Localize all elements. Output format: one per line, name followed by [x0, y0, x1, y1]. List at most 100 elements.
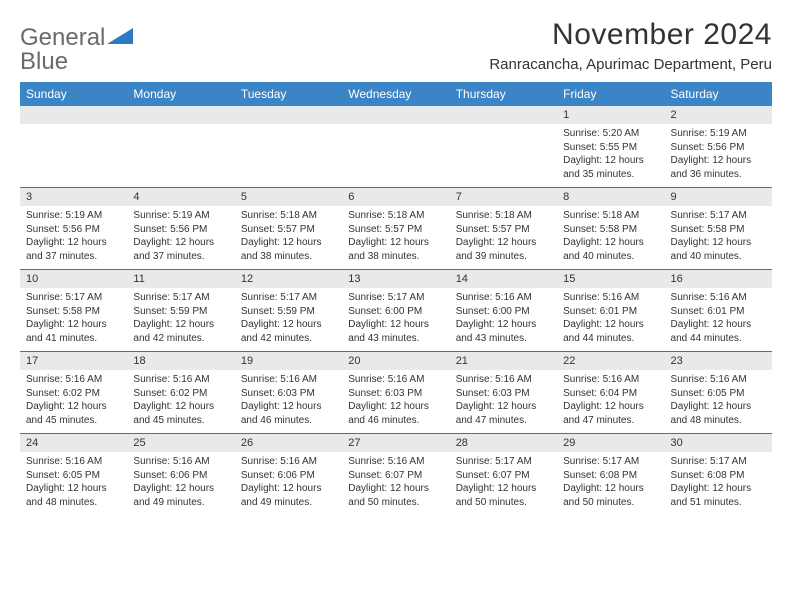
sunrise-text: Sunrise: 5:17 AM: [563, 455, 658, 469]
day-header: Tuesday: [235, 82, 342, 106]
sunset-text: Sunset: 5:58 PM: [671, 223, 766, 237]
sunrise-text: Sunrise: 5:20 AM: [563, 127, 658, 141]
sunrise-text: Sunrise: 5:16 AM: [671, 373, 766, 387]
day-details: Sunrise: 5:18 AMSunset: 5:58 PMDaylight:…: [557, 206, 664, 269]
calendar-day-cell: 14Sunrise: 5:16 AMSunset: 6:00 PMDayligh…: [450, 270, 557, 352]
day-number: 16: [665, 270, 772, 288]
sunrise-text: Sunrise: 5:16 AM: [241, 455, 336, 469]
sunset-text: Sunset: 5:57 PM: [456, 223, 551, 237]
sunrise-text: Sunrise: 5:19 AM: [133, 209, 228, 223]
sunset-text: Sunset: 6:08 PM: [671, 469, 766, 483]
day-number: 11: [127, 270, 234, 288]
sunrise-text: Sunrise: 5:16 AM: [133, 373, 228, 387]
day-number: 29: [557, 434, 664, 452]
daylight-text: Daylight: 12 hours and 47 minutes.: [563, 400, 658, 427]
day-details: Sunrise: 5:19 AMSunset: 5:56 PMDaylight:…: [20, 206, 127, 269]
sunset-text: Sunset: 6:03 PM: [241, 387, 336, 401]
day-details: Sunrise: 5:19 AMSunset: 5:56 PMDaylight:…: [665, 124, 772, 187]
calendar-day-cell: 16Sunrise: 5:16 AMSunset: 6:01 PMDayligh…: [665, 270, 772, 352]
sunset-text: Sunset: 6:05 PM: [671, 387, 766, 401]
day-number: 10: [20, 270, 127, 288]
day-number: 25: [127, 434, 234, 452]
day-number: 28: [450, 434, 557, 452]
day-details: Sunrise: 5:17 AMSunset: 6:08 PMDaylight:…: [557, 452, 664, 515]
daylight-text: Daylight: 12 hours and 38 minutes.: [348, 236, 443, 263]
day-details: Sunrise: 5:16 AMSunset: 6:01 PMDaylight:…: [557, 288, 664, 351]
calendar-day-cell: [342, 106, 449, 188]
calendar-day-cell: 28 Sunrise: 5:17 AMSunset: 6:07 PMDayligh…: [450, 434, 557, 516]
sunset-text: Sunset: 5:58 PM: [26, 305, 121, 319]
day-number: 6: [342, 188, 449, 206]
day-details: [342, 124, 449, 186]
sunrise-text: Sunrise: 5:18 AM: [563, 209, 658, 223]
sunset-text: Sunset: 5:56 PM: [133, 223, 228, 237]
calendar-page: General Blue November 2024 Ranracancha, …: [0, 0, 792, 525]
day-details: Sunrise: 5:18 AMSunset: 5:57 PMDaylight:…: [450, 206, 557, 269]
calendar-day-cell: 19Sunrise: 5:16 AMSunset: 6:03 PMDayligh…: [235, 352, 342, 434]
calendar-day-cell: 5Sunrise: 5:18 AMSunset: 5:57 PMDaylight…: [235, 188, 342, 270]
calendar-day-cell: 13Sunrise: 5:17 AMSunset: 6:00 PMDayligh…: [342, 270, 449, 352]
sunrise-text: Sunrise: 5:19 AM: [26, 209, 121, 223]
sunrise-text: Sunrise: 5:16 AM: [26, 373, 121, 387]
day-number: 30: [665, 434, 772, 452]
sunrise-text: Sunrise: 5:19 AM: [671, 127, 766, 141]
sunset-text: Sunset: 6:03 PM: [456, 387, 551, 401]
sunset-text: Sunset: 6:00 PM: [456, 305, 551, 319]
daylight-text: Daylight: 12 hours and 44 minutes.: [671, 318, 766, 345]
sunset-text: Sunset: 5:57 PM: [241, 223, 336, 237]
day-number: [450, 106, 557, 124]
day-details: Sunrise: 5:17 AMSunset: 6:00 PMDaylight:…: [342, 288, 449, 351]
daylight-text: Daylight: 12 hours and 49 minutes.: [133, 482, 228, 509]
calendar-day-cell: 29Sunrise: 5:17 AMSunset: 6:08 PMDayligh…: [557, 434, 664, 516]
calendar-day-cell: 25Sunrise: 5:16 AMSunset: 6:06 PMDayligh…: [127, 434, 234, 516]
day-number: 23: [665, 352, 772, 370]
day-details: Sunrise: 5:16 AMSunset: 6:04 PMDaylight:…: [557, 370, 664, 433]
sunrise-text: Sunrise: 5:16 AM: [26, 455, 121, 469]
calendar-day-cell: [235, 106, 342, 188]
daylight-text: Daylight: 12 hours and 43 minutes.: [348, 318, 443, 345]
daylight-text: Daylight: 12 hours and 50 minutes.: [456, 482, 551, 509]
day-header: Saturday: [665, 82, 772, 106]
day-header: Wednesday: [342, 82, 449, 106]
calendar-week-row: 24Sunrise: 5:16 AMSunset: 6:05 PMDayligh…: [20, 434, 772, 516]
day-details: Sunrise: 5:16 AMSunset: 6:07 PMDaylight:…: [342, 452, 449, 515]
day-number: [342, 106, 449, 124]
sunset-text: Sunset: 6:07 PM: [456, 469, 551, 483]
day-header: Thursday: [450, 82, 557, 106]
day-details: Sunrise: 5:16 AMSunset: 6:00 PMDaylight:…: [450, 288, 557, 351]
daylight-text: Daylight: 12 hours and 36 minutes.: [671, 154, 766, 181]
sunset-text: Sunset: 6:02 PM: [133, 387, 228, 401]
daylight-text: Daylight: 12 hours and 40 minutes.: [671, 236, 766, 263]
calendar-day-cell: 24Sunrise: 5:16 AMSunset: 6:05 PMDayligh…: [20, 434, 127, 516]
day-number: 24: [20, 434, 127, 452]
sunset-text: Sunset: 5:56 PM: [671, 141, 766, 155]
sunset-text: Sunset: 6:03 PM: [348, 387, 443, 401]
sunrise-text: Sunrise: 5:17 AM: [348, 291, 443, 305]
sunset-text: Sunset: 6:01 PM: [563, 305, 658, 319]
sunset-text: Sunset: 5:57 PM: [348, 223, 443, 237]
sunrise-text: Sunrise: 5:17 AM: [241, 291, 336, 305]
day-number: 27: [342, 434, 449, 452]
calendar-day-cell: 2Sunrise: 5:19 AMSunset: 5:56 PMDaylight…: [665, 106, 772, 188]
day-header: Monday: [127, 82, 234, 106]
calendar-day-cell: 20Sunrise: 5:16 AMSunset: 6:03 PMDayligh…: [342, 352, 449, 434]
daylight-text: Daylight: 12 hours and 46 minutes.: [348, 400, 443, 427]
sunrise-text: Sunrise: 5:18 AM: [348, 209, 443, 223]
sunrise-text: Sunrise: 5:17 AM: [456, 455, 551, 469]
day-number: 14: [450, 270, 557, 288]
sunrise-text: Sunrise: 5:16 AM: [671, 291, 766, 305]
sunrise-text: Sunrise: 5:17 AM: [26, 291, 121, 305]
day-details: [235, 124, 342, 186]
sunset-text: Sunset: 6:04 PM: [563, 387, 658, 401]
calendar-day-cell: 30Sunrise: 5:17 AMSunset: 6:08 PMDayligh…: [665, 434, 772, 516]
daylight-text: Daylight: 12 hours and 50 minutes.: [348, 482, 443, 509]
day-details: Sunrise: 5:17 AMSunset: 5:59 PMDaylight:…: [235, 288, 342, 351]
calendar-day-cell: 23Sunrise: 5:16 AMSunset: 6:05 PMDayligh…: [665, 352, 772, 434]
location-subtitle: Ranracancha, Apurimac Department, Peru: [489, 56, 772, 73]
day-details: Sunrise: 5:16 AMSunset: 6:03 PMDaylight:…: [342, 370, 449, 433]
sunrise-text: Sunrise: 5:16 AM: [563, 373, 658, 387]
sunrise-text: Sunrise: 5:16 AM: [241, 373, 336, 387]
daylight-text: Daylight: 12 hours and 46 minutes.: [241, 400, 336, 427]
calendar-day-cell: [20, 106, 127, 188]
day-number: 1: [557, 106, 664, 124]
